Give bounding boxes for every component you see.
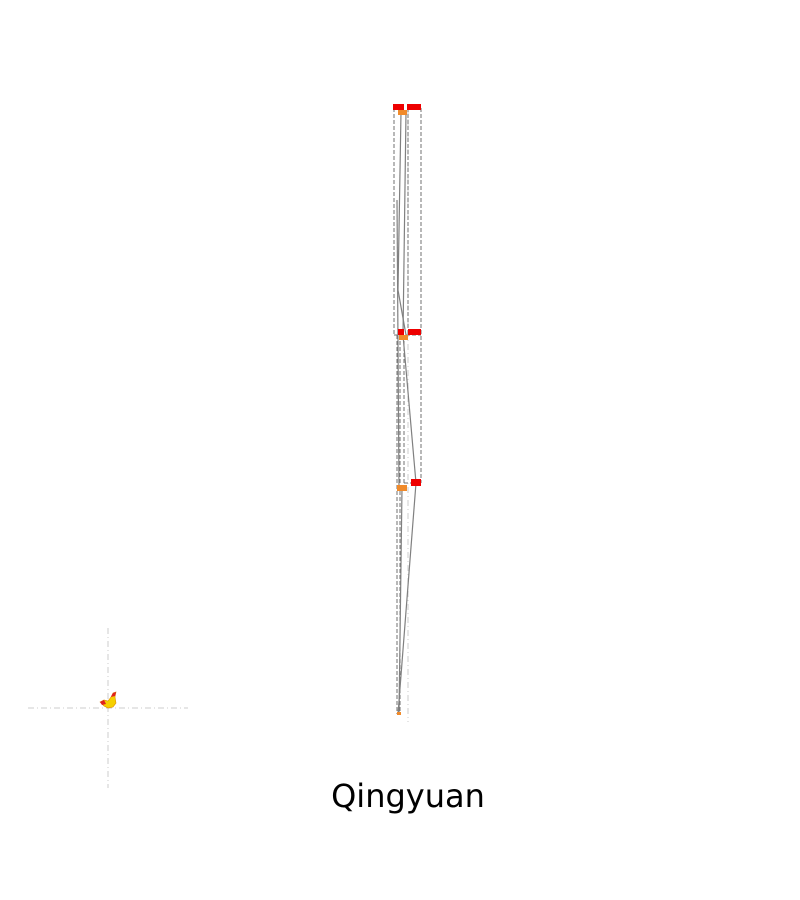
- station-marker-major: [398, 329, 404, 335]
- station-marker-minor: [397, 712, 401, 715]
- station-marker-minor: [397, 485, 407, 491]
- station-marker-major: [408, 329, 421, 335]
- region-name-label: Qingyuan: [331, 777, 485, 815]
- rooster-shape-icon: [99, 691, 117, 709]
- station-marker-major: [393, 104, 404, 110]
- route-solid-lines: [396, 111, 417, 715]
- station-marker-minor: [399, 335, 408, 340]
- station-marker-major: [407, 104, 421, 110]
- inset-locator: [28, 628, 188, 788]
- station-markers: [393, 104, 421, 715]
- station-marker-major: [411, 479, 421, 486]
- station-marker-minor: [398, 110, 407, 115]
